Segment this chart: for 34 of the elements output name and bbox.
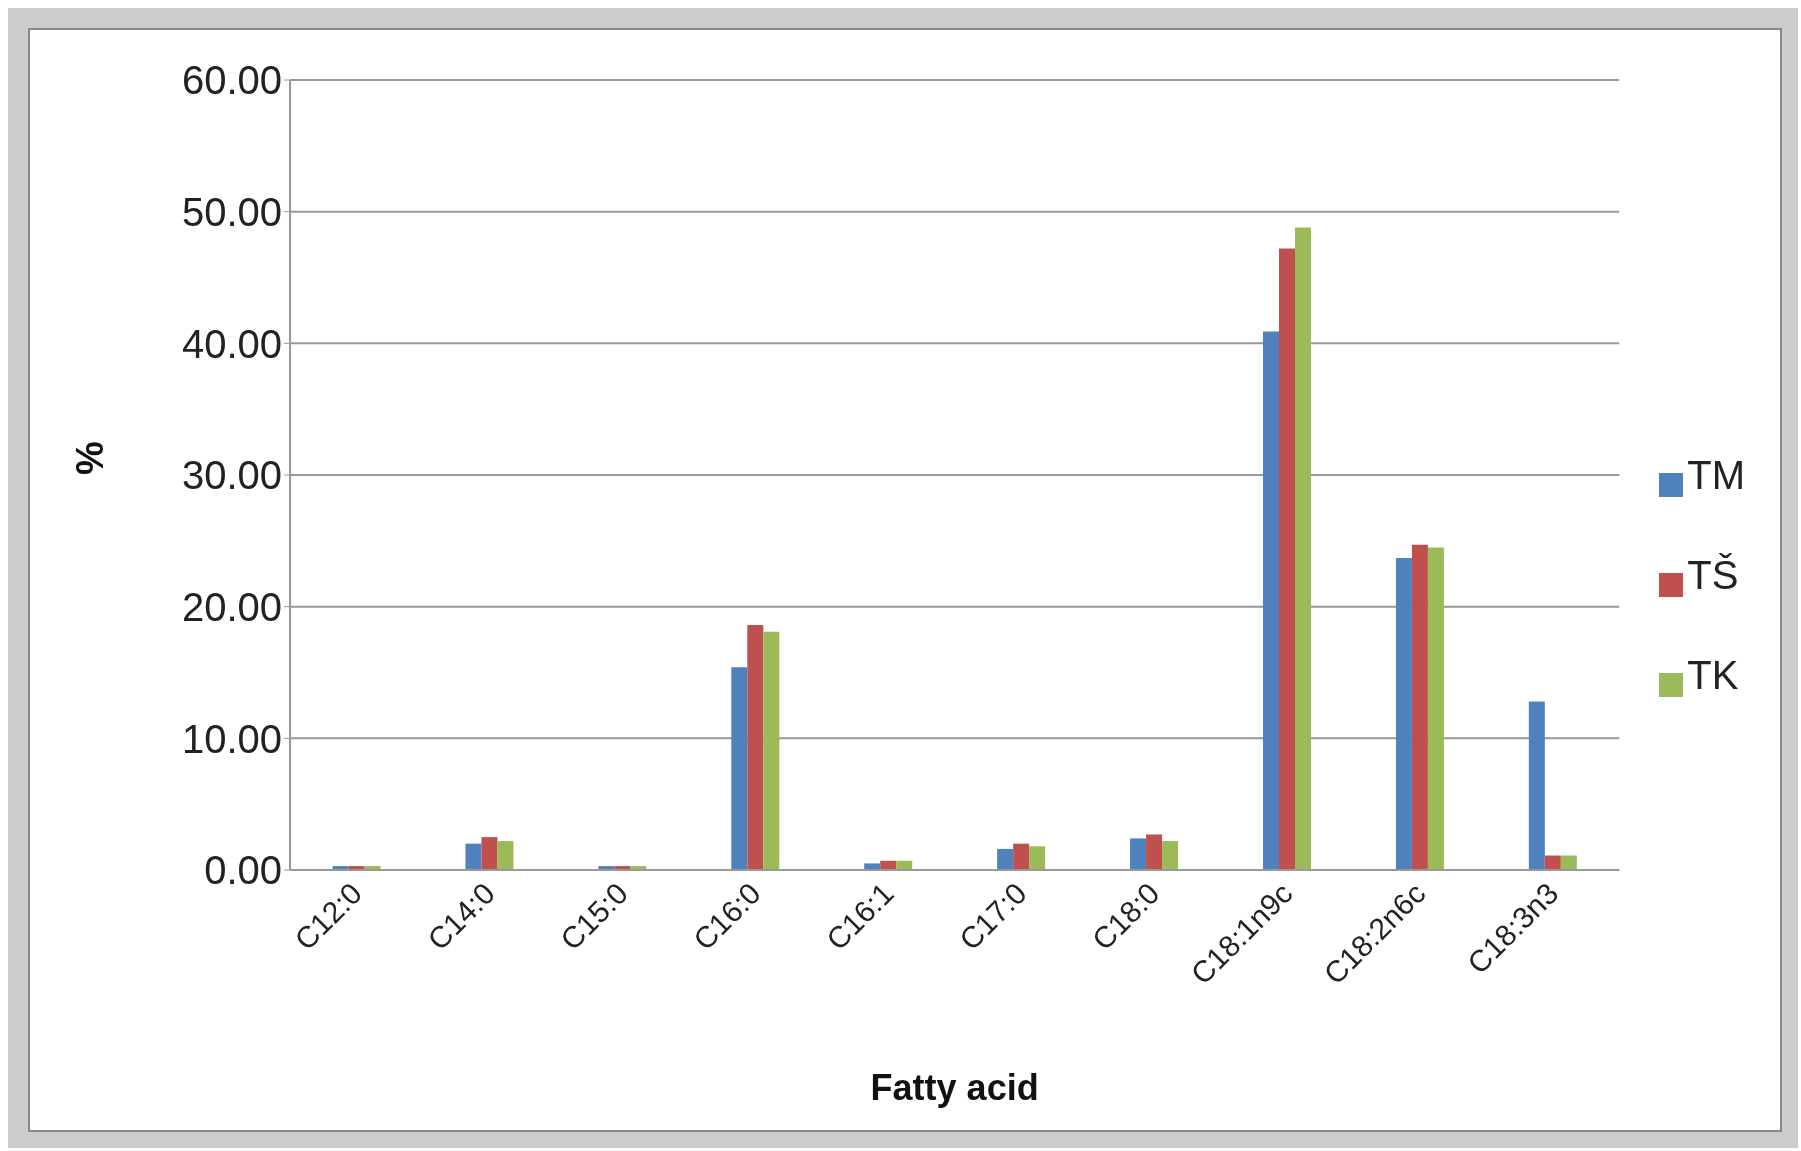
bar [465, 843, 482, 870]
bar [1029, 846, 1046, 870]
bar [1528, 701, 1545, 870]
bar [1544, 855, 1561, 870]
bar [1295, 227, 1311, 870]
bar [1162, 841, 1179, 870]
y-tick-label: 0.00 [204, 848, 282, 893]
x-axis-title: Fatty acid [870, 1067, 1039, 1108]
bar [997, 848, 1014, 870]
y-tick-label: 60.00 [181, 58, 282, 103]
y-axis-title: % [69, 441, 112, 475]
bar [1146, 834, 1163, 870]
bar [763, 631, 780, 870]
bar [1427, 547, 1444, 870]
bar [1560, 855, 1577, 870]
bar [1279, 248, 1295, 870]
bar [1395, 557, 1412, 870]
bar [1130, 838, 1147, 870]
legend-label: TK [1687, 653, 1739, 697]
bar [497, 841, 514, 870]
y-tick-label: 20.00 [181, 584, 282, 629]
y-tick-label: 10.00 [181, 716, 282, 761]
bar [1411, 544, 1428, 870]
bar [1263, 331, 1279, 870]
legend-label: TM [1687, 453, 1745, 497]
bar [864, 863, 881, 870]
legend-label: TŠ [1687, 553, 1739, 597]
bar [481, 837, 498, 870]
y-tick-label: 50.00 [181, 189, 282, 234]
y-tick-label: 30.00 [181, 453, 282, 498]
y-tick-label: 40.00 [181, 321, 282, 366]
bar [1013, 843, 1030, 870]
bar [747, 625, 764, 870]
bar [731, 667, 748, 870]
